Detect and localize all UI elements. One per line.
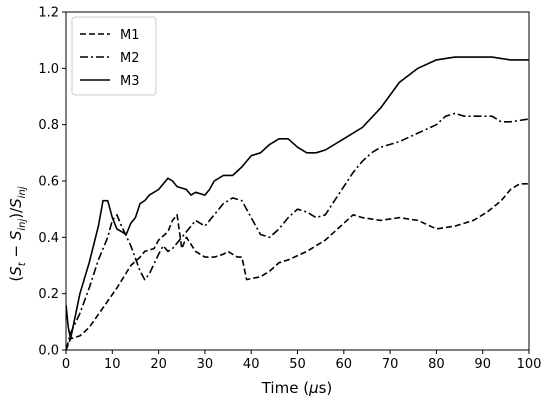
legend-item-m3: M3 — [80, 74, 140, 89]
x-tick-label: 10 — [104, 357, 121, 372]
legend-item-m2: M2 — [80, 51, 140, 66]
legend-label: M3 — [120, 74, 140, 89]
legend-item-m1: M1 — [80, 28, 140, 43]
axes: 0 10 20 30 40 50 60 70 80 90 100 0.0 0.2 0.4 0.6 0.8 1.0… — [38, 6, 541, 373]
y-tick-label: 0.2 — [38, 287, 59, 302]
legend: M1 M2 M3 — [71, 16, 157, 96]
x-tick-label: 80 — [428, 357, 445, 372]
y-axis-label: (St − Sinj)/Sinj — [7, 186, 28, 281]
y-tick-label: 0.8 — [38, 118, 59, 133]
y-tick-label: 0.6 — [38, 175, 59, 190]
plot-content — [66, 56, 529, 350]
y-tick-label: 1.0 — [38, 62, 59, 77]
series-line-m1 — [66, 183, 529, 350]
series-line-m2 — [66, 112, 529, 350]
legend-label: M1 — [120, 28, 140, 43]
x-tick-label: 100 — [517, 357, 542, 372]
x-tick-label: 20 — [150, 357, 167, 372]
x-tick-label: 30 — [197, 357, 214, 372]
x-tick-label: 40 — [243, 357, 260, 372]
legend-label: M2 — [120, 51, 140, 66]
y-tick-label: 0.4 — [38, 231, 59, 246]
x-axis-label: Time (μs) — [261, 379, 333, 397]
x-tick-label: 60 — [336, 357, 353, 372]
x-tick-label: 90 — [474, 357, 491, 372]
legend-box — [71, 16, 157, 96]
x-tick-label: 70 — [382, 357, 399, 372]
x-tick-label: 0 — [62, 357, 70, 372]
series-line-m3 — [66, 56, 529, 340]
y-tick-label: 0.0 — [38, 344, 59, 359]
x-tick-label: 50 — [289, 357, 306, 372]
y-tick-label: 1.2 — [38, 6, 59, 21]
